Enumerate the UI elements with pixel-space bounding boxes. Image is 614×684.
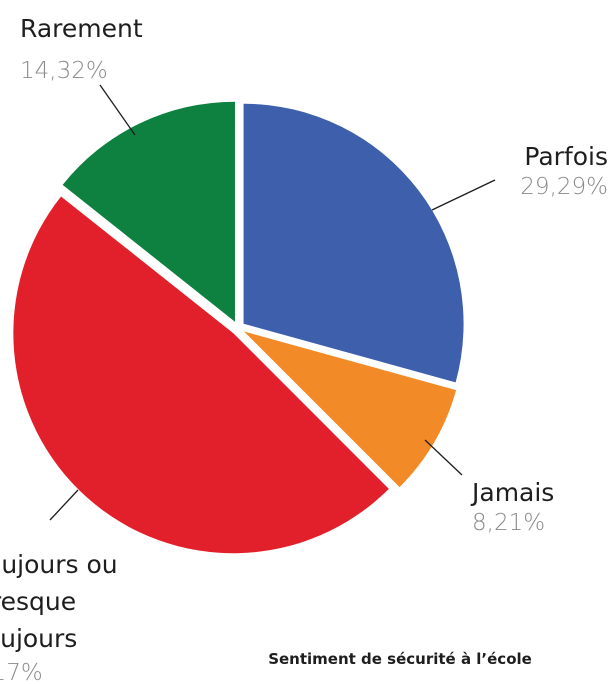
leader-line (49, 489, 79, 521)
slice-label: Toujours ou presque toujours (0, 550, 118, 653)
slice-value-label: 48,17% (0, 660, 43, 684)
slice-label: Jamais (472, 478, 555, 507)
leader-line (431, 179, 496, 211)
slice-value-label: 14,32% (20, 58, 108, 84)
pie-slice (244, 331, 457, 488)
slice-label: Rarement (20, 14, 143, 43)
slice-label: Parfois (524, 142, 608, 171)
chart-title: Sentiment de sécurité à l’école (268, 650, 532, 668)
slice-value-label: 29,29% (520, 174, 608, 200)
slice-value-label: 8,21% (472, 510, 546, 536)
pie-slice (13, 196, 389, 554)
leader-line (99, 84, 136, 136)
leader-line (424, 439, 463, 476)
pie-slice (243, 103, 464, 383)
pie-slice (62, 101, 235, 322)
